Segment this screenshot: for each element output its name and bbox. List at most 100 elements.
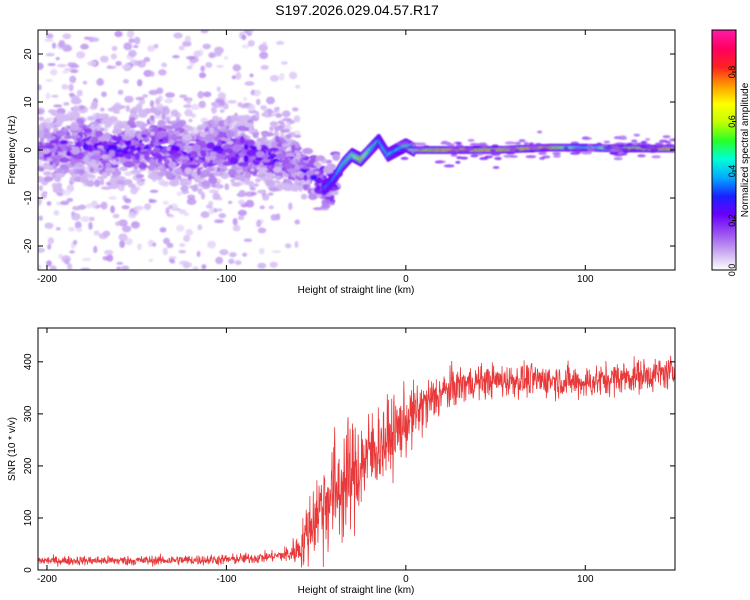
snr-x-tick-label: -200 bbox=[37, 574, 57, 585]
heatmap-cell bbox=[198, 72, 207, 79]
heatmap-cell bbox=[218, 213, 227, 219]
heatmap-y-label: Frequency (Hz) bbox=[7, 116, 18, 185]
heatmap-cell bbox=[455, 160, 461, 164]
heatmap-cell bbox=[110, 205, 115, 214]
heatmap-cell bbox=[665, 143, 674, 147]
heatmap-cell bbox=[267, 142, 273, 149]
heatmap-cell bbox=[47, 243, 52, 250]
heatmap-cell bbox=[137, 243, 142, 251]
heatmap-cell bbox=[172, 152, 183, 157]
heatmap-cell bbox=[467, 138, 475, 142]
heatmap-cell bbox=[128, 38, 135, 44]
heatmap-cell bbox=[615, 142, 624, 146]
heatmap-cell bbox=[293, 134, 302, 138]
heatmap-cell bbox=[124, 139, 132, 147]
heatmap-cell bbox=[115, 60, 122, 66]
heatmap-cell bbox=[61, 83, 69, 90]
heatmap-cell bbox=[77, 168, 86, 175]
heatmap-cell bbox=[435, 160, 446, 164]
heatmap-cell bbox=[655, 144, 663, 148]
heatmap-cell bbox=[232, 64, 242, 72]
heatmap-cell bbox=[286, 152, 294, 157]
heatmap-cell bbox=[241, 34, 247, 41]
heatmap-cell bbox=[41, 191, 47, 199]
heatmap-cell bbox=[157, 159, 163, 163]
heatmap-cell bbox=[573, 147, 582, 151]
heatmap-cell bbox=[208, 52, 216, 59]
heatmap-cell bbox=[491, 144, 499, 148]
heatmap-cell bbox=[117, 89, 124, 95]
heatmap-y-tick-label: 20 bbox=[23, 48, 34, 60]
heatmap-cell bbox=[143, 69, 153, 77]
heatmap-cell bbox=[262, 193, 270, 201]
heatmap-cell bbox=[55, 130, 66, 137]
heatmap-cell bbox=[45, 123, 55, 129]
heatmap-cell bbox=[123, 124, 131, 131]
heatmap-cell bbox=[148, 164, 156, 171]
heatmap-cell bbox=[603, 146, 613, 150]
heatmap-cell bbox=[59, 164, 68, 170]
heatmap-cell bbox=[116, 180, 126, 185]
heatmap-cell bbox=[118, 166, 128, 172]
heatmap-cell bbox=[45, 144, 55, 149]
heatmap-cell bbox=[150, 71, 155, 77]
heatmap-cell bbox=[226, 140, 234, 145]
heatmap-cell bbox=[257, 190, 267, 194]
heatmap-cell bbox=[464, 147, 475, 151]
heatmap-cell bbox=[212, 115, 219, 121]
heatmap-cell bbox=[613, 157, 623, 161]
colorbar-tick-label: 0.8 bbox=[727, 66, 737, 79]
heatmap-cell bbox=[53, 122, 62, 126]
heatmap-cell bbox=[399, 147, 408, 151]
heatmap-cell bbox=[86, 180, 95, 187]
heatmap-cell bbox=[258, 247, 265, 255]
heatmap-cell bbox=[164, 98, 174, 104]
heatmap-cell bbox=[157, 119, 166, 128]
heatmap-cell bbox=[179, 182, 191, 186]
heatmap-cell bbox=[231, 75, 237, 80]
heatmap-cell bbox=[94, 179, 101, 187]
colorbar-label: Normalized spectral amplitude bbox=[740, 82, 750, 217]
heatmap-cell bbox=[534, 142, 543, 146]
heatmap-x-tick-label: -100 bbox=[216, 274, 236, 285]
heatmap-cell bbox=[273, 107, 279, 113]
heatmap-cell bbox=[158, 69, 167, 76]
heatmap-cell bbox=[123, 171, 133, 176]
heatmap-cell bbox=[623, 150, 629, 154]
heatmap-cell bbox=[72, 158, 82, 163]
colorbar-tick-label: 0.6 bbox=[727, 115, 737, 128]
heatmap-cell bbox=[618, 135, 627, 139]
heatmap-cell bbox=[52, 186, 63, 194]
heatmap-cell bbox=[38, 215, 43, 221]
heatmap-cell bbox=[213, 172, 225, 177]
heatmap-cell bbox=[243, 154, 249, 163]
heatmap-cell bbox=[162, 107, 171, 115]
heatmap-cell bbox=[289, 71, 298, 80]
heatmap-cell bbox=[581, 136, 593, 140]
heatmap-cell bbox=[287, 175, 293, 180]
heatmap-cell bbox=[324, 159, 333, 164]
heatmap-cell bbox=[103, 132, 111, 138]
heatmap-cell bbox=[270, 214, 279, 221]
heatmap-cell bbox=[38, 178, 45, 183]
heatmap-cell bbox=[128, 49, 137, 58]
heatmap-cell bbox=[133, 36, 141, 45]
heatmap-cell bbox=[56, 201, 62, 206]
heatmap-cell bbox=[243, 30, 249, 34]
heatmap-cell bbox=[67, 147, 72, 151]
heatmap-cell bbox=[69, 124, 80, 131]
heatmap-cell bbox=[216, 150, 224, 154]
heatmap-cell bbox=[260, 140, 269, 146]
heatmap-cell bbox=[523, 141, 529, 145]
heatmap-cell bbox=[214, 135, 221, 142]
heatmap-cell bbox=[74, 221, 82, 229]
heatmap-cell bbox=[276, 153, 287, 160]
heatmap-cell bbox=[133, 45, 139, 49]
heatmap-cell bbox=[76, 89, 83, 97]
heatmap-cell bbox=[267, 192, 274, 196]
heatmap-cell bbox=[158, 138, 164, 143]
heatmap-cell bbox=[175, 130, 180, 136]
heatmap-cell bbox=[481, 151, 487, 155]
heatmap-cell bbox=[258, 167, 268, 172]
